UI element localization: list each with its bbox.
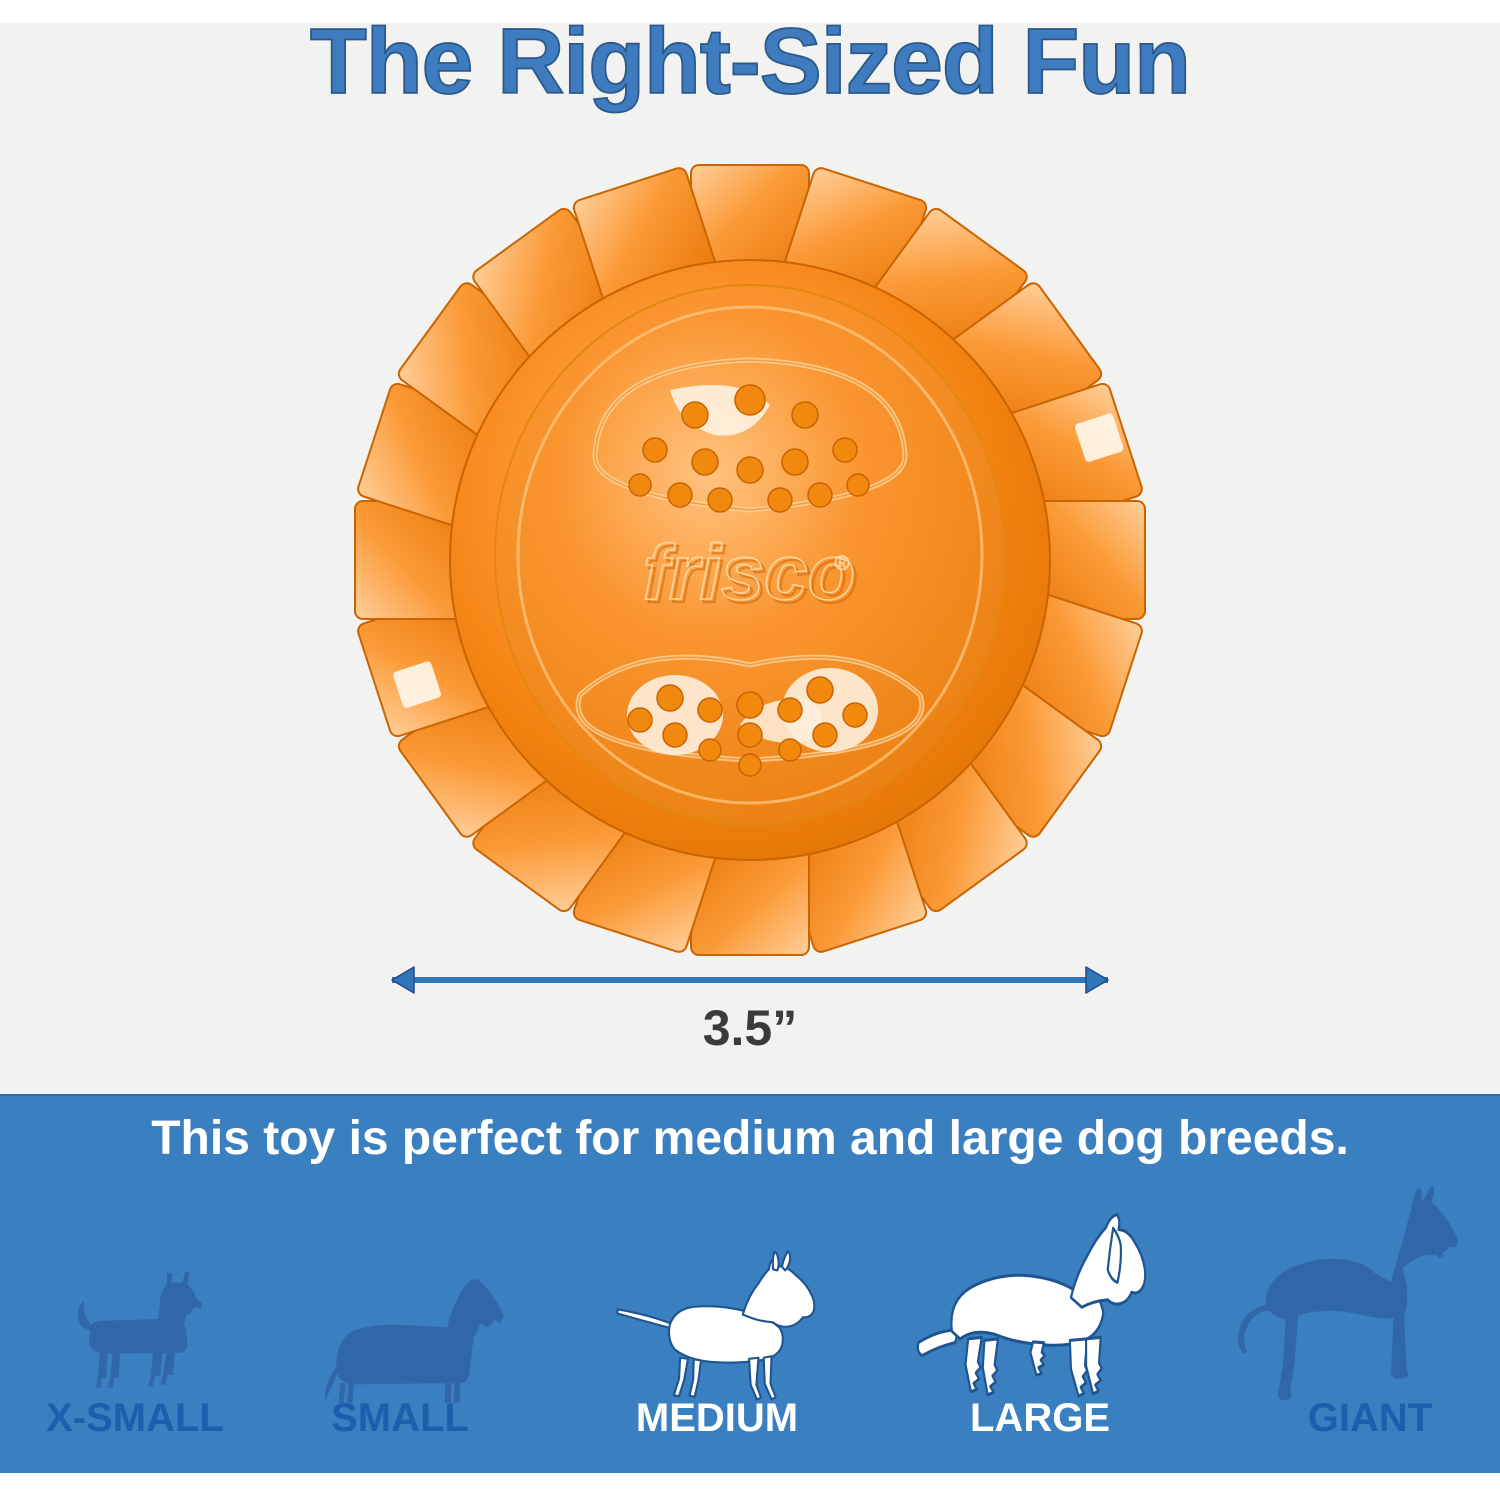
svg-text:®: ® <box>835 553 850 575</box>
svg-text:frisco: frisco <box>643 528 855 616</box>
